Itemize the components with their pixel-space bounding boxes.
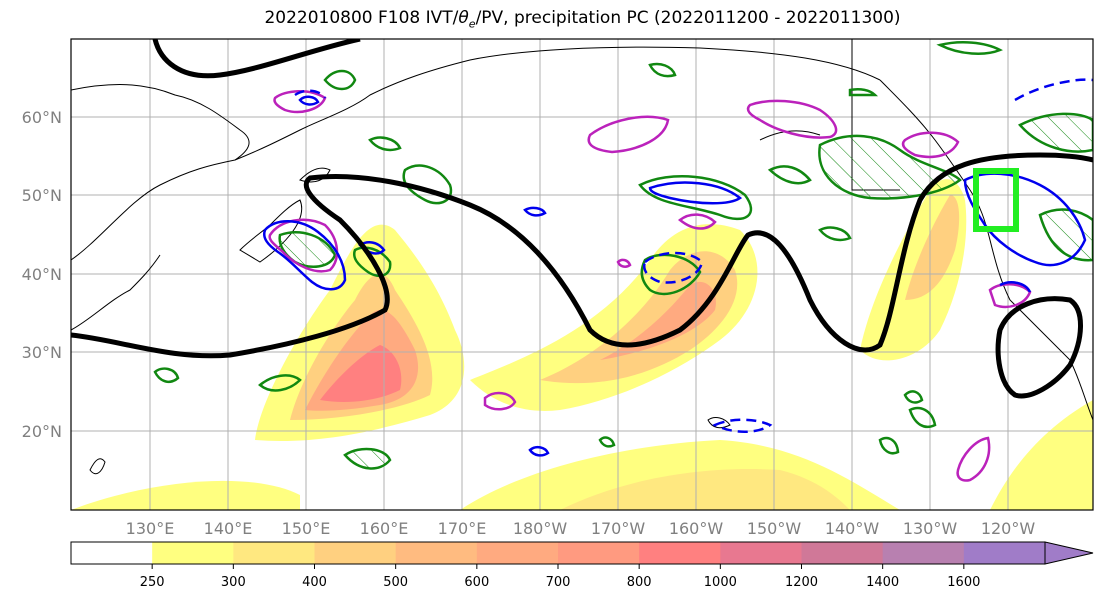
colorbar-cell [801,542,884,564]
precip-hatched-areas [278,112,1093,470]
colorbar-cell [152,542,234,564]
colorbar-cell [314,542,397,564]
colorbar-label: 1200 [785,575,818,590]
colorbar-cell [639,542,721,564]
colorbar-labels: 250 300 400 500 600 700 800 1000 1200 1400 1600 [140,564,980,590]
colorbar-cell [476,542,559,564]
lat-label-50n: 50°N [22,186,62,205]
colorbar-label: 800 [627,575,652,590]
ivt-filled-contours [71,179,1093,510]
lat-labels: 60°N 50°N 40°N 30°N 20°N [22,108,62,441]
title-prefix: 2022010800 F108 IVT/ [264,8,459,28]
title-suffix: /PV, precipitation PC (2022011200 - 2022… [475,8,901,28]
title-theta-sub: e [468,17,476,31]
lon-label-150w: 150°W [747,519,802,538]
lon-label-160w: 160°W [669,519,724,538]
green-contours [153,41,1003,455]
colorbar-cell [233,542,315,564]
colorbar-label: 300 [221,575,246,590]
lat-label-60n: 60°N [22,108,62,127]
colorbar-label: 700 [546,575,571,590]
lon-label-140w: 140°W [825,519,880,538]
lon-label-160e: 160°E [360,519,409,538]
colorbar-label: 1000 [704,575,737,590]
colorbar-extend-arrow [1044,541,1094,565]
highlight-box [973,168,1019,232]
lat-label-40n: 40°N [22,265,62,284]
colorbar-cell [71,542,153,564]
colorbar-cell [720,542,802,564]
lon-labels: 130°E 140°E 150°E 160°E 170°E 180°W 170°… [126,519,1036,538]
coastlines [71,39,1093,475]
colorbar-label: 1400 [866,575,899,590]
colorbar-label: 250 [140,575,165,590]
figure-title: 2022010800 F108 IVT/θe/PV, precipitation… [0,8,1105,30]
colorbar-cell [882,542,965,564]
lon-label-170w: 170°W [591,519,646,538]
lon-label-140e: 140°E [204,519,253,538]
colorbar-label: 600 [464,575,489,590]
colorbar-cell [558,542,640,564]
colorbar-label: 1600 [947,575,980,590]
lon-label-180w: 180°W [513,519,568,538]
colorbar-cell [963,542,1046,564]
colorbar-label: 400 [302,575,327,590]
theta-e-contours [263,95,1087,457]
lon-label-130w: 130°W [903,519,958,538]
title-theta: θ [458,8,469,28]
theta-e-dashed-contours [294,78,1093,433]
pv-contours [71,39,1093,399]
colorbar-label: 500 [383,575,408,590]
colorbar: 250 300 400 500 600 700 800 1000 1200 1400 1600 [70,541,1094,590]
colorbar-cell [395,542,478,564]
map-border [70,38,1094,511]
lat-label-30n: 30°N [22,343,62,362]
lon-label-120w: 120°W [981,519,1036,538]
colorbar-cells [71,542,1046,564]
lon-label-130e: 130°E [126,519,175,538]
lon-label-150e: 150°E [282,519,331,538]
lon-label-170e: 170°E [438,519,487,538]
lat-label-20n: 20°N [22,422,62,441]
